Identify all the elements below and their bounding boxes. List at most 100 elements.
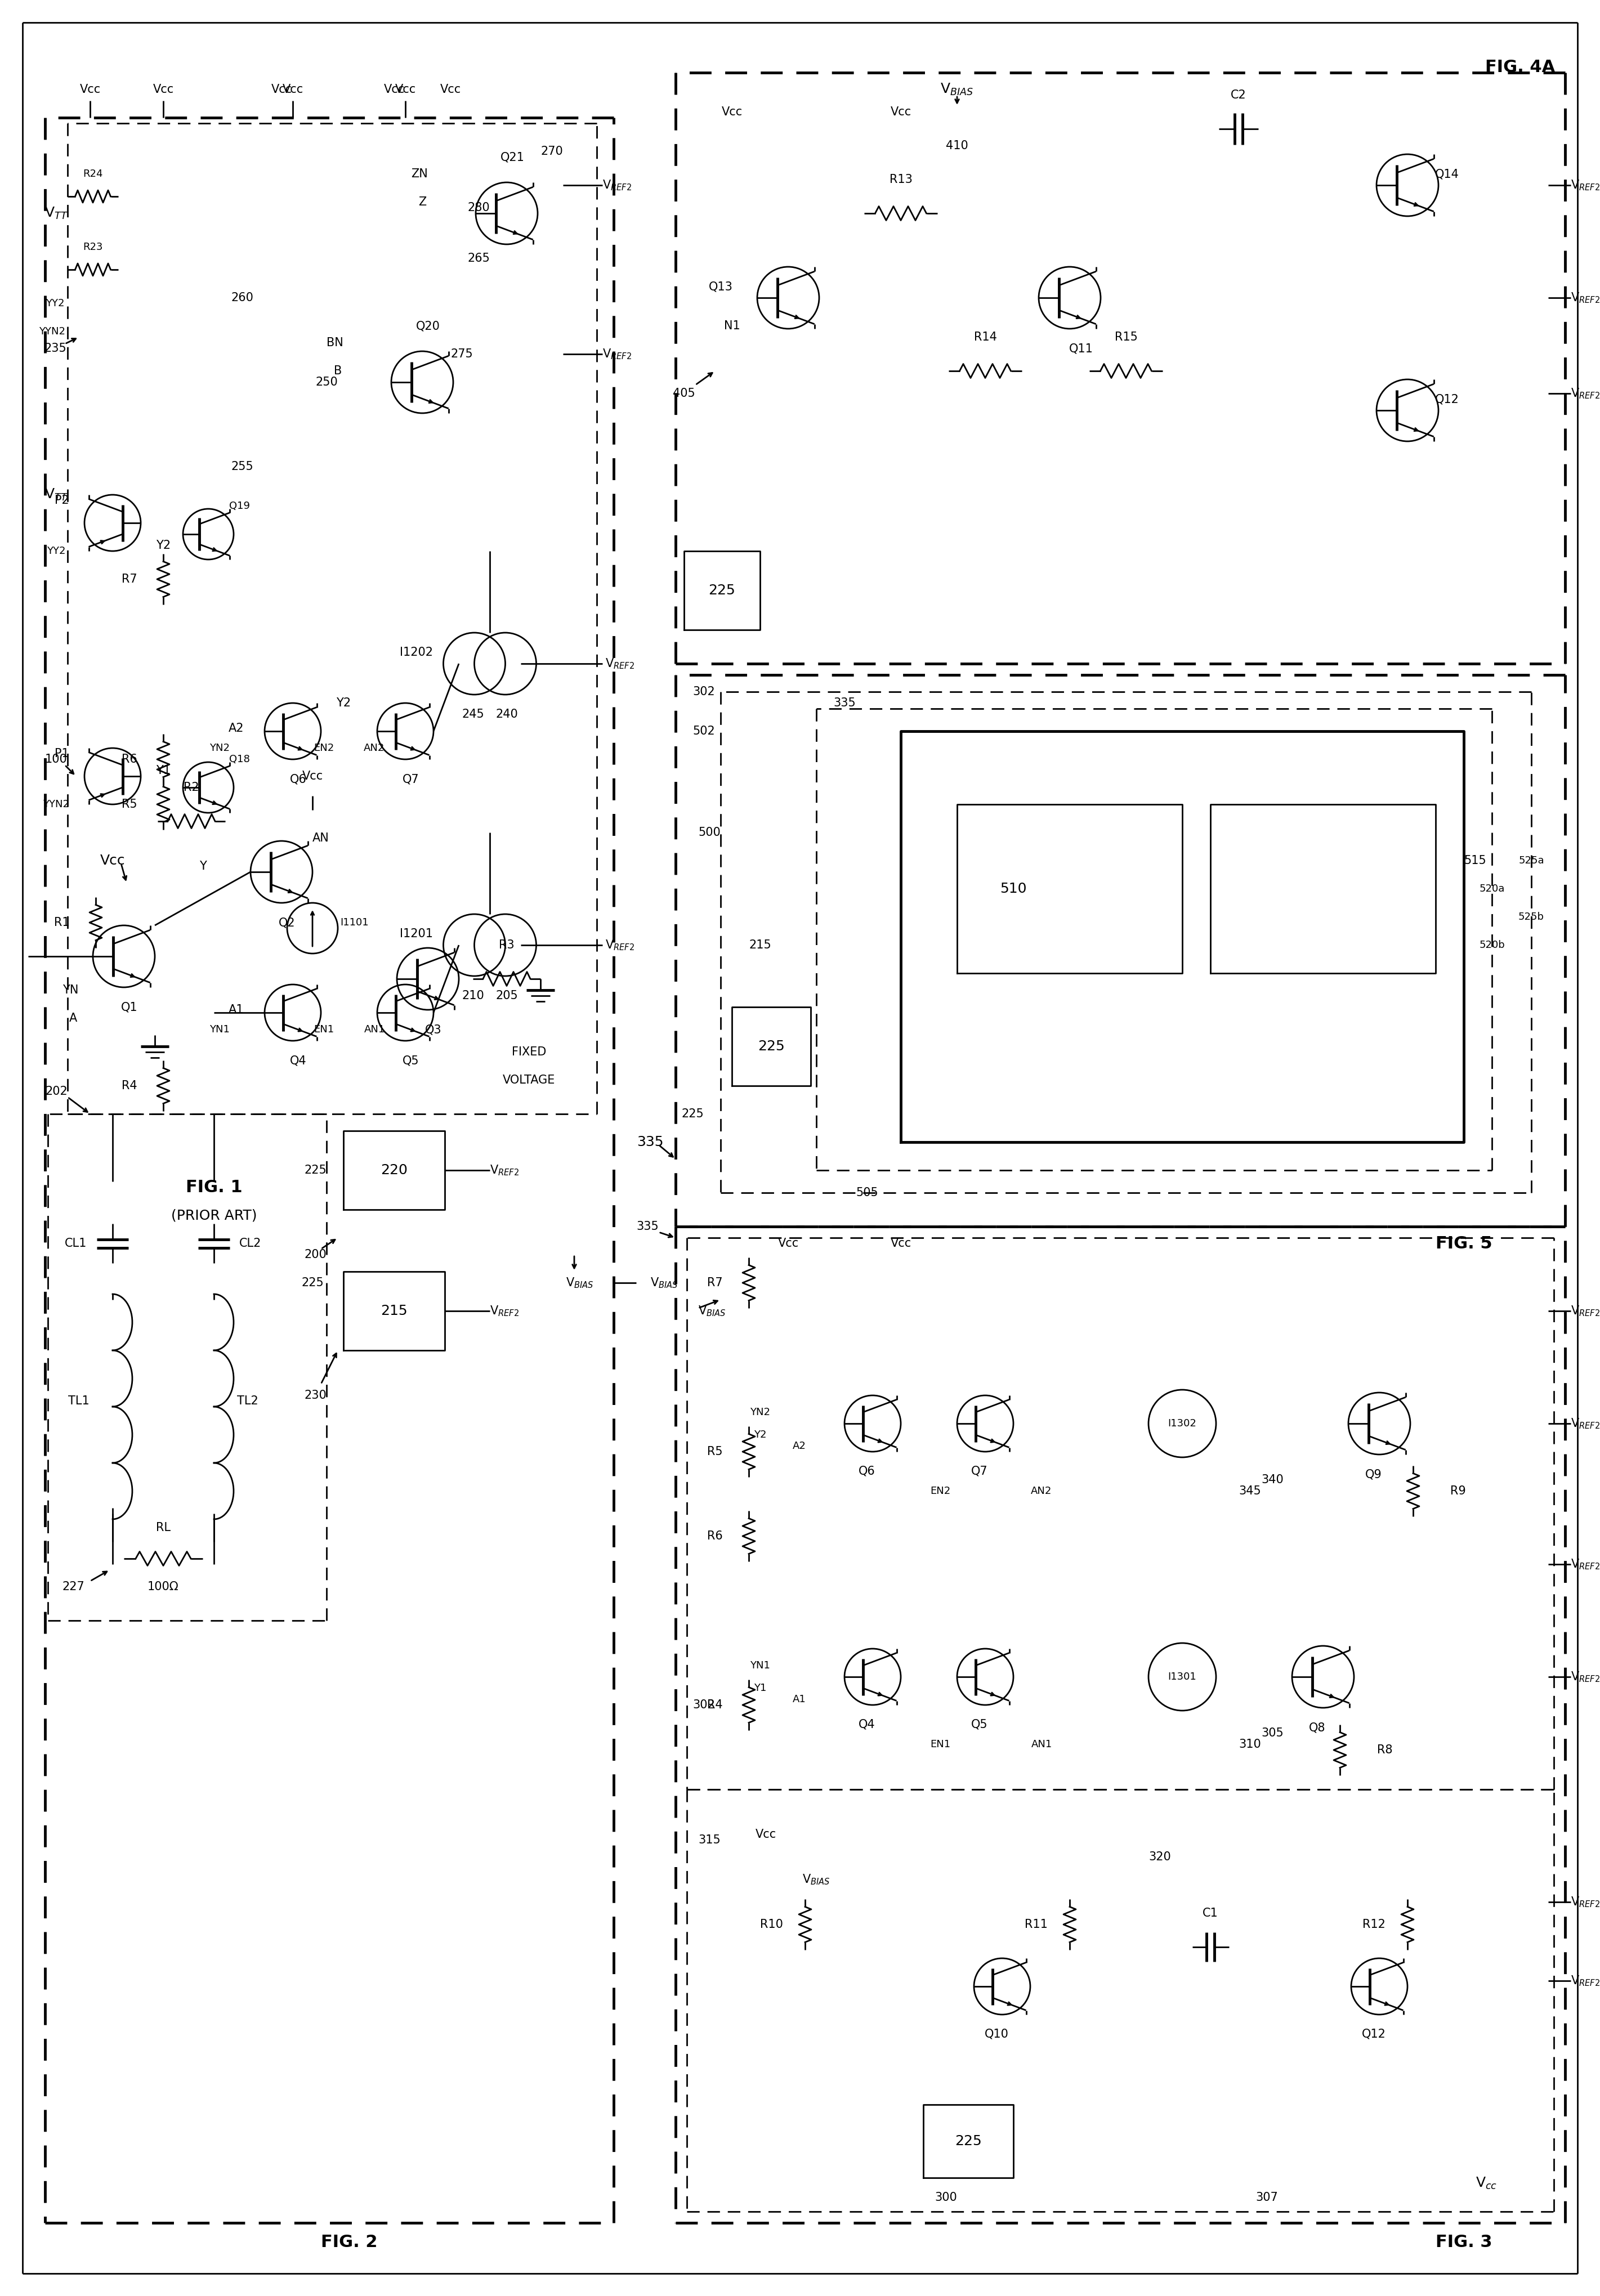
- Text: P1: P1: [54, 748, 69, 760]
- Text: Vcc: Vcc: [440, 85, 461, 94]
- Text: 320: 320: [1149, 1851, 1171, 1862]
- Text: Q4: Q4: [859, 1720, 875, 1731]
- Text: 280: 280: [467, 202, 490, 214]
- Text: R13: R13: [890, 174, 912, 186]
- Text: FIXED: FIXED: [512, 1047, 547, 1058]
- Text: EN1: EN1: [930, 1740, 950, 1750]
- Text: YY2: YY2: [46, 298, 64, 308]
- Text: R4: R4: [122, 1079, 138, 1091]
- Text: P2: P2: [54, 494, 69, 505]
- Text: V$_{TT}$: V$_{TT}$: [45, 487, 69, 503]
- Text: EN1: EN1: [314, 1024, 334, 1035]
- Text: 525a: 525a: [1518, 856, 1544, 866]
- Text: V$_{BIAS}$: V$_{BIAS}$: [698, 1304, 726, 1318]
- Text: V$_{REF2}$: V$_{REF2}$: [1571, 386, 1600, 400]
- Text: R6: R6: [122, 753, 138, 765]
- Text: Vcc: Vcc: [778, 1238, 798, 1249]
- Text: Vcc: Vcc: [395, 85, 416, 94]
- Text: Y1: Y1: [155, 765, 171, 776]
- Text: RL: RL: [155, 1522, 171, 1534]
- Text: R15: R15: [1115, 331, 1138, 342]
- Text: YYN2: YYN2: [43, 799, 69, 810]
- Text: 227: 227: [62, 1582, 85, 1593]
- Text: Vcc: Vcc: [302, 771, 323, 783]
- Text: 215: 215: [381, 1304, 408, 1318]
- Text: Q12: Q12: [1362, 2030, 1386, 2039]
- Text: V$_{REF2}$: V$_{REF2}$: [1571, 1894, 1600, 1908]
- Text: Vcc: Vcc: [152, 85, 174, 94]
- Text: Q5: Q5: [971, 1720, 987, 1731]
- Text: BN: BN: [326, 338, 344, 349]
- Text: AN2: AN2: [1030, 1486, 1053, 1497]
- Text: Q7: Q7: [971, 1465, 987, 1476]
- Text: R7: R7: [707, 1277, 723, 1288]
- Text: 300: 300: [934, 2193, 957, 2204]
- Text: R6: R6: [707, 1531, 723, 1541]
- Text: 410: 410: [946, 140, 968, 152]
- Text: 505: 505: [856, 1187, 878, 1199]
- Text: Vcc: Vcc: [80, 85, 101, 94]
- Text: V$_{REF2}$: V$_{REF2}$: [1571, 1417, 1600, 1430]
- Text: R23: R23: [83, 241, 102, 253]
- Text: EN2: EN2: [314, 744, 334, 753]
- Text: A: A: [69, 1013, 77, 1024]
- Text: YN2: YN2: [210, 744, 230, 753]
- Text: A1: A1: [792, 1694, 806, 1704]
- Text: Vcc: Vcc: [282, 85, 304, 94]
- Text: 510: 510: [1000, 882, 1027, 895]
- Text: Q7: Q7: [403, 774, 419, 785]
- Text: 345: 345: [1238, 1486, 1261, 1497]
- Text: Q9: Q9: [1365, 1469, 1382, 1481]
- Text: YY2: YY2: [46, 546, 66, 556]
- Text: V$_{cc}$: V$_{cc}$: [1475, 2177, 1498, 2190]
- Text: V$_{REF2}$: V$_{REF2}$: [1571, 179, 1600, 193]
- Text: 100: 100: [45, 753, 67, 765]
- Text: Vcc: Vcc: [270, 85, 291, 94]
- Text: Vcc: Vcc: [755, 1830, 776, 1839]
- Text: Vcc: Vcc: [890, 1238, 912, 1249]
- Text: R7: R7: [122, 574, 138, 585]
- Text: CL2: CL2: [240, 1238, 262, 1249]
- Text: 270: 270: [541, 145, 563, 156]
- Text: Q4: Q4: [290, 1054, 307, 1065]
- Text: 225: 225: [682, 1109, 704, 1120]
- Text: AN: AN: [312, 833, 330, 843]
- Text: YN2: YN2: [750, 1407, 770, 1417]
- Text: V$_{REF2}$: V$_{REF2}$: [1571, 292, 1600, 305]
- Text: Vcc: Vcc: [384, 85, 405, 94]
- Text: R10: R10: [760, 1919, 782, 1931]
- Text: 225: 225: [304, 1164, 326, 1176]
- Text: 310: 310: [1238, 1738, 1261, 1750]
- Text: R8: R8: [1378, 1745, 1392, 1756]
- Text: Q1: Q1: [122, 1001, 138, 1013]
- Text: V$_{BIAS}$: V$_{BIAS}$: [802, 1874, 830, 1885]
- Text: AN1: AN1: [1030, 1740, 1053, 1750]
- Text: 230: 230: [304, 1389, 326, 1401]
- Text: 245: 245: [462, 709, 485, 721]
- Text: FIG. 5: FIG. 5: [1435, 1235, 1493, 1251]
- Text: 502: 502: [693, 726, 715, 737]
- Text: (PRIOR ART): (PRIOR ART): [171, 1208, 258, 1221]
- Text: 305: 305: [1261, 1727, 1283, 1738]
- Text: I1302: I1302: [1168, 1419, 1197, 1428]
- Text: Q11: Q11: [1069, 342, 1093, 354]
- Text: V$_{TT}$: V$_{TT}$: [45, 207, 69, 220]
- Text: I1202: I1202: [400, 647, 434, 659]
- Text: 205: 205: [496, 990, 518, 1001]
- Text: R12: R12: [1362, 1919, 1386, 1931]
- Text: Y1: Y1: [754, 1683, 766, 1692]
- Text: V$_{BIAS}$: V$_{BIAS}$: [941, 83, 974, 96]
- Text: V$_{BIAS}$: V$_{BIAS}$: [566, 1277, 594, 1290]
- Text: 340: 340: [1261, 1474, 1283, 1486]
- Text: YYN2: YYN2: [38, 326, 66, 338]
- Text: FIG. 2: FIG. 2: [320, 2234, 378, 2250]
- Text: I1101: I1101: [341, 918, 370, 928]
- Text: R24: R24: [83, 170, 102, 179]
- Text: C2: C2: [1230, 90, 1246, 101]
- Text: TL2: TL2: [237, 1396, 258, 1407]
- Text: V$_{REF2}$: V$_{REF2}$: [1571, 1975, 1600, 1988]
- Text: EN2: EN2: [930, 1486, 950, 1497]
- Text: AN1: AN1: [363, 1024, 386, 1035]
- Text: FIG. 3: FIG. 3: [1435, 2234, 1493, 2250]
- Text: Q18: Q18: [229, 755, 250, 765]
